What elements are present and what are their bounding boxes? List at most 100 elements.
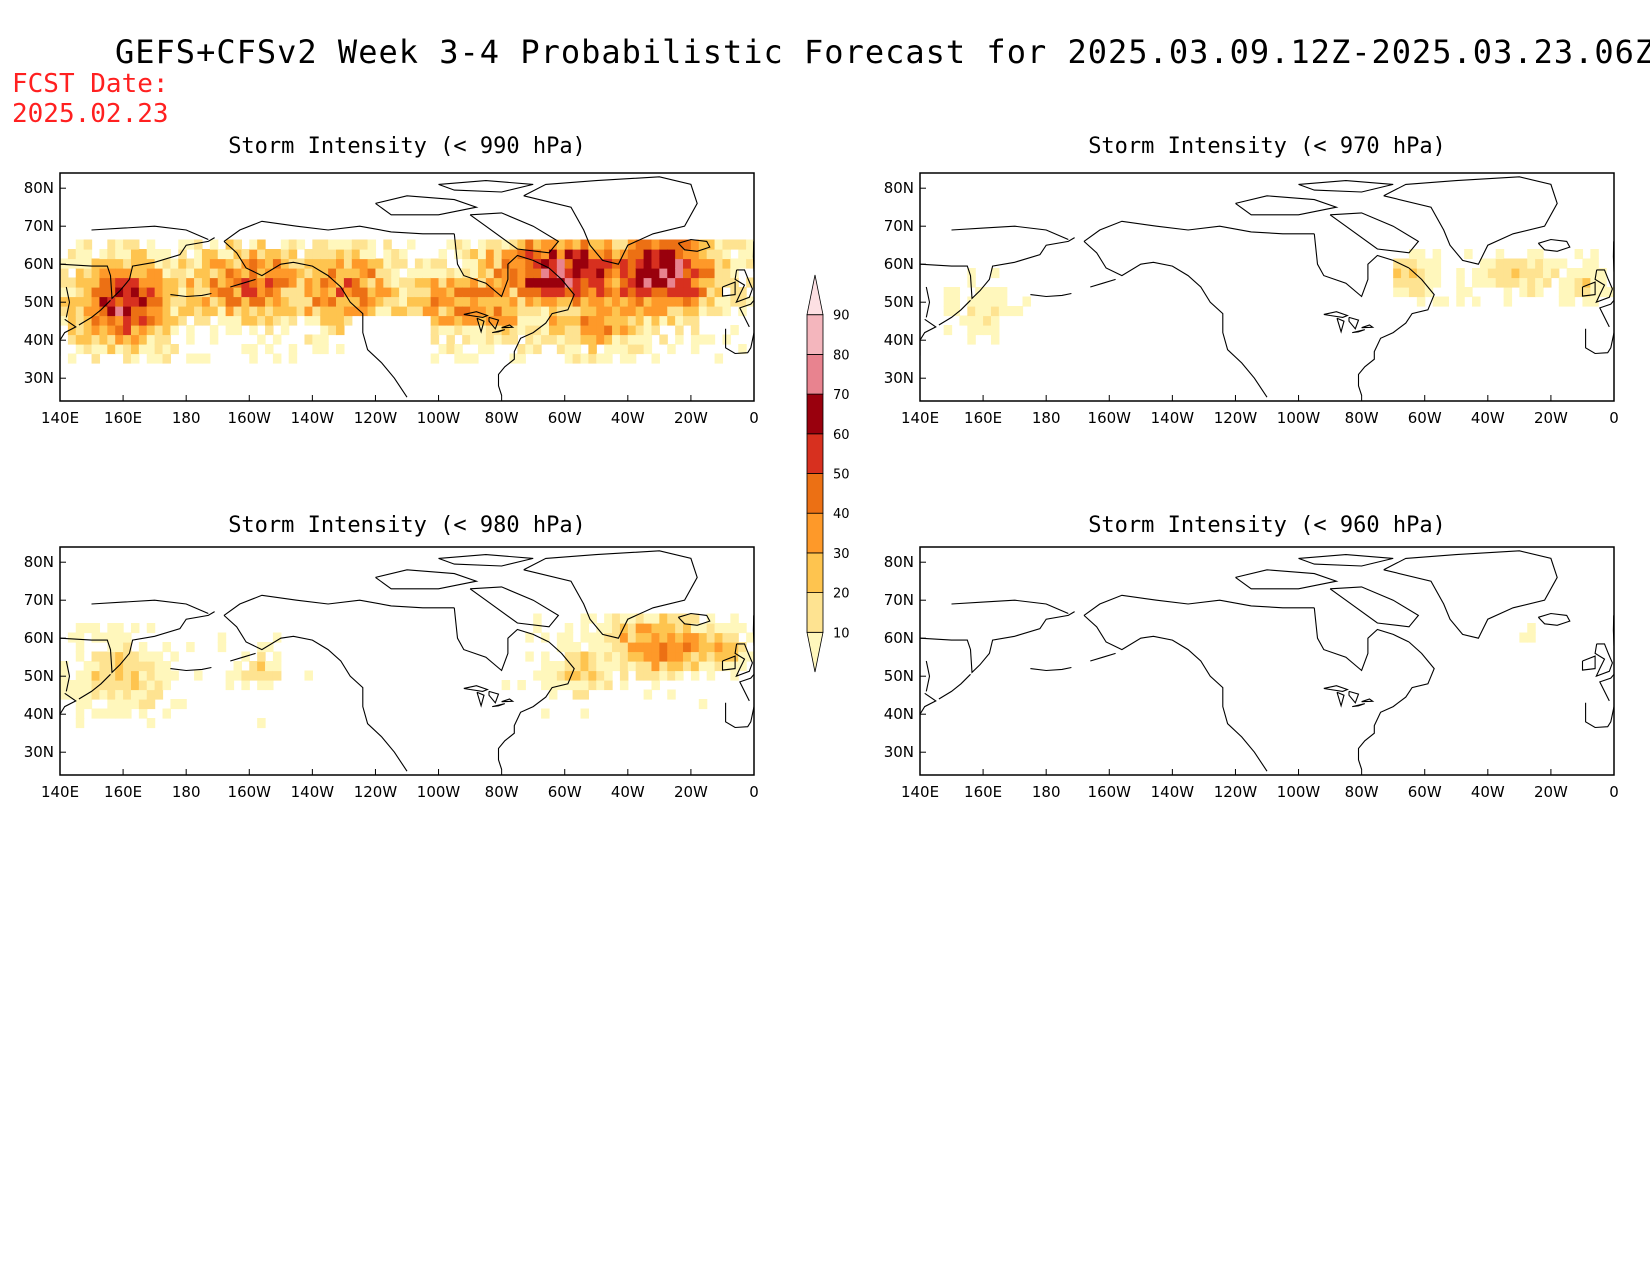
lon-tick-label: 0 [749, 783, 759, 801]
lon-tick-label: 140W [291, 783, 335, 801]
lon-tick-label: 80W [1345, 783, 1379, 801]
lat-tick-label: 40N [884, 331, 914, 349]
lon-tick-label: 40W [611, 409, 645, 427]
coastlines [60, 550, 754, 772]
coastlines [920, 550, 1614, 772]
lat-tick-label: 50N [884, 667, 914, 685]
lon-tick-label: 180 [172, 409, 201, 427]
panel-title: Storm Intensity (< 990 hPa) [228, 134, 586, 159]
lat-tick-label: 80N [884, 553, 914, 571]
lon-tick-label: 140W [1151, 409, 1195, 427]
lon-tick-label: 20W [674, 783, 708, 801]
panel-title: Storm Intensity (< 980 hPa) [228, 513, 586, 538]
colorbar-label: 20 [833, 587, 850, 602]
map-frame [919, 546, 1615, 776]
lon-tick-label: 180 [1032, 409, 1061, 427]
colorbar-segment [806, 274, 824, 316]
lat-tick-label: 50N [884, 293, 914, 311]
colorbar-label: 60 [833, 428, 850, 443]
lon-tick-label: 60W [1408, 409, 1442, 427]
colorbar-segment [806, 433, 824, 474]
lat-tick-label: 40N [24, 705, 54, 723]
lat-tick-label: 80N [24, 179, 54, 197]
lat-tick-label: 60N [884, 629, 914, 647]
lon-tick-label: 140E [41, 409, 79, 427]
colorbar-segment [806, 473, 824, 514]
lat-tick-label: 60N [24, 255, 54, 273]
colorbar-segment [806, 631, 824, 673]
lon-tick-label: 80W [485, 783, 519, 801]
lat-tick-label: 60N [24, 629, 54, 647]
colorbar-segment [806, 552, 824, 594]
lat-tick-label: 80N [884, 179, 914, 197]
colorbar: 10 20 30 40 50 60 70 80 90 [806, 274, 850, 673]
lat-tick-label: 70N [884, 217, 914, 235]
lat-tick-label: 70N [884, 591, 914, 609]
lon-tick-label: 0 [1609, 409, 1619, 427]
colorbar-segment [806, 393, 824, 435]
lat-tick-label: 80N [24, 553, 54, 571]
probability-field [1519, 623, 1536, 643]
coastlines [920, 176, 1614, 398]
probability-field [60, 239, 754, 364]
lat-tick-label: 70N [24, 591, 54, 609]
lon-tick-label: 100W [1277, 409, 1321, 427]
main-title: GEFS+CFSv2 Week 3-4 Probabilistic Foreca… [115, 33, 1650, 71]
lon-tick-label: 60W [548, 783, 582, 801]
lon-tick-label: 120W [354, 783, 398, 801]
lat-tick-label: 50N [24, 667, 54, 685]
lon-tick-label: 160W [228, 409, 272, 427]
lon-tick-label: 60W [548, 409, 582, 427]
lon-tick-label: 160E [104, 783, 142, 801]
lon-tick-label: 120W [1214, 409, 1258, 427]
colorbar-segment [806, 353, 824, 395]
lat-tick-label: 70N [24, 217, 54, 235]
colorbar-label: 50 [833, 468, 850, 483]
map-panel-990: Storm Intensity (< 990 hPa) 140E 160E 180 16… [24, 134, 759, 427]
probability-field [60, 613, 754, 729]
lon-tick-label: 100W [417, 409, 461, 427]
lat-tick-label: 40N [884, 705, 914, 723]
lon-tick-label: 160W [1088, 409, 1132, 427]
coastlines [60, 176, 754, 398]
map-panel-970: Storm Intensity (< 970 hPa) 140E 160E 180 16… [884, 134, 1619, 427]
lat-tick-label: 30N [24, 743, 54, 761]
lat-tick-label: 60N [884, 255, 914, 273]
lon-tick-label: 80W [1345, 409, 1379, 427]
map-panel-980: Storm Intensity (< 980 hPa) 140E 160E 180 16… [24, 513, 759, 801]
lon-tick-label: 160E [104, 409, 142, 427]
probability-field [943, 249, 1614, 345]
lon-tick-label: 100W [417, 783, 461, 801]
lon-tick-label: 40W [1471, 783, 1505, 801]
lon-tick-label: 60W [1408, 783, 1442, 801]
lon-tick-label: 180 [172, 783, 201, 801]
lon-tick-label: 180 [1032, 783, 1061, 801]
map-frame [59, 546, 755, 776]
colorbar-segment [806, 314, 824, 355]
lon-tick-label: 40W [1471, 409, 1505, 427]
colorbar-label: 80 [833, 348, 850, 363]
lat-tick-label: 50N [24, 293, 54, 311]
lon-tick-label: 140W [291, 409, 335, 427]
colorbar-label: 30 [833, 547, 850, 562]
lon-tick-label: 100W [1277, 783, 1321, 801]
lon-tick-label: 160E [964, 783, 1002, 801]
lon-tick-label: 40W [611, 783, 645, 801]
lon-tick-label: 120W [354, 409, 398, 427]
map-panels: Storm Intensity (< 990 hPa) 140E 160E 180 16… [24, 134, 1619, 801]
lon-tick-label: 20W [674, 409, 708, 427]
lon-tick-label: 0 [749, 409, 759, 427]
colorbar-segment [806, 592, 824, 633]
lon-tick-label: 160W [1088, 783, 1132, 801]
lon-tick-label: 80W [485, 409, 519, 427]
lon-tick-label: 20W [1534, 409, 1568, 427]
lon-tick-label: 140E [901, 783, 939, 801]
colorbar-label: 70 [833, 388, 850, 403]
lon-tick-label: 0 [1609, 783, 1619, 801]
lon-tick-label: 140E [901, 409, 939, 427]
colorbar-label: 90 [833, 309, 850, 324]
fcst-date-label: FCST Date: [12, 69, 169, 99]
lat-tick-label: 30N [24, 369, 54, 387]
lon-tick-label: 160E [964, 409, 1002, 427]
